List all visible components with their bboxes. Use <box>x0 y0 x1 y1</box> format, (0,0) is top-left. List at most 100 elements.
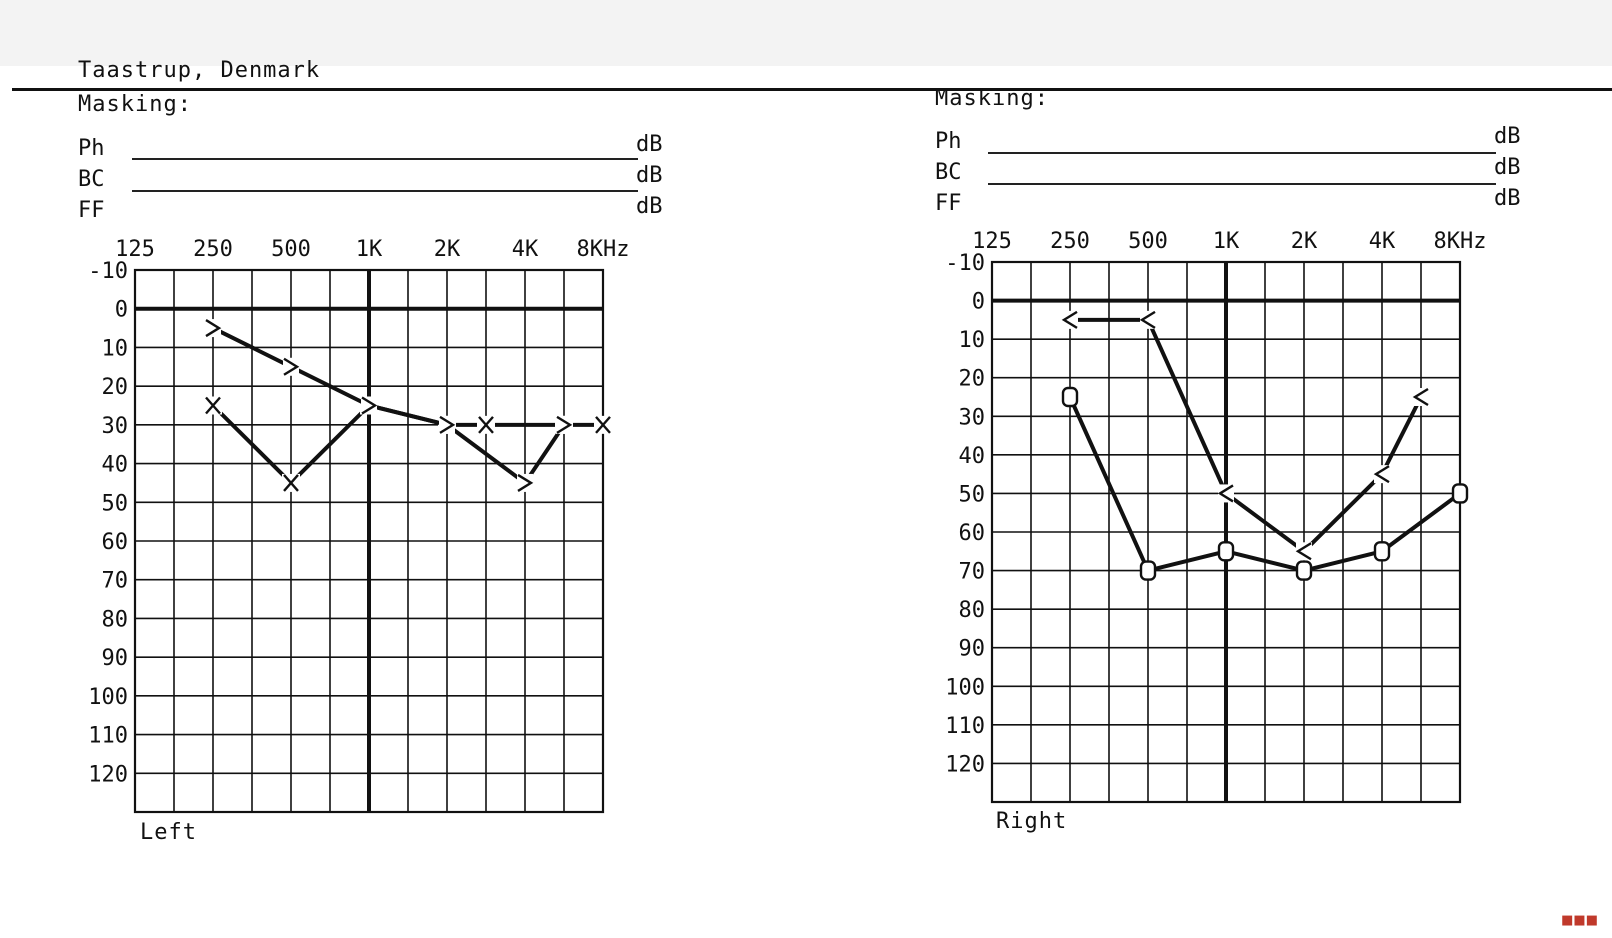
x-tick-label-left: 500 <box>271 237 311 262</box>
x-tick-label-left: 4K <box>512 237 539 262</box>
marker-gt-left <box>361 396 378 415</box>
y-tick-label-right: -10 <box>945 251 985 276</box>
x-tick-label-right: 125 <box>972 229 1012 254</box>
marker-gt-left <box>439 415 456 434</box>
masking-ff-label-right: FF <box>935 191 962 216</box>
location-text: Taastrup, Denmark <box>78 58 321 83</box>
masking-ff-unit-right: dB <box>1494 186 1521 211</box>
series-line-left <box>212 326 566 485</box>
chart-frame-left <box>133 268 605 814</box>
masking-bc-unit-right: dB <box>1494 155 1521 180</box>
masking-ph-line-right <box>988 152 1496 154</box>
y-tick-label-left: 40 <box>102 453 129 478</box>
masking-ph-unit-right: dB <box>1494 124 1521 149</box>
masking-ff-unit-left: dB <box>636 194 663 219</box>
marker-gt-left <box>205 319 222 338</box>
marker-bg-right <box>1218 484 1234 503</box>
marker-o-right <box>1061 386 1079 408</box>
marker-bg-right <box>1062 310 1078 329</box>
series-line-right <box>1070 317 1423 554</box>
y-tick-label-right: 40 <box>959 444 986 469</box>
marker-x-left <box>283 474 299 492</box>
y-tick-label-left: -10 <box>88 259 128 284</box>
masking-bc-line-left <box>132 190 638 192</box>
series-line-right <box>1068 396 1462 573</box>
marker-o-right <box>1373 541 1391 562</box>
marker-o-right <box>1451 483 1469 504</box>
marker-bg-right <box>1374 465 1390 484</box>
y-tick-label-right: 110 <box>945 714 985 739</box>
masking-ph-line-left <box>132 158 638 160</box>
y-tick-label-right: 50 <box>959 482 986 507</box>
y-tick-label-left: 90 <box>102 646 129 671</box>
y-tick-label-left: 60 <box>102 530 129 555</box>
scan-top-band <box>0 0 1612 66</box>
marker-lt-right <box>1217 484 1234 503</box>
y-tick-label-right: 100 <box>945 675 985 700</box>
y-tick-label-right: 70 <box>959 560 986 585</box>
marker-bg-left <box>556 415 572 434</box>
marker-o-right <box>1139 560 1157 581</box>
y-tick-label-right: 20 <box>959 367 986 392</box>
masking-bc-label-left: BC <box>78 167 105 192</box>
y-tick-label-right: 60 <box>959 521 986 546</box>
masking-ph-unit-left: dB <box>636 132 663 157</box>
ear-label-left: Left <box>140 820 197 845</box>
marker-bg-right <box>1140 310 1156 329</box>
marker-x-left <box>478 416 494 434</box>
marker-o-right <box>1295 560 1313 581</box>
chart-frame-right <box>990 260 1462 804</box>
marker-bg-left <box>361 396 377 415</box>
masking-bc-unit-left: dB <box>636 163 663 188</box>
header-rule <box>12 88 1612 91</box>
marker-lt-right <box>1061 310 1078 329</box>
marker-x-left <box>595 416 611 434</box>
masking-title-left: Masking: <box>78 92 192 117</box>
ear-label-right: Right <box>996 809 1068 834</box>
masking-ff-label-left: FF <box>78 198 105 223</box>
x-tick-label-left: 1K <box>356 237 383 262</box>
x-tick-label-right: 250 <box>1050 229 1090 254</box>
marker-lt-right <box>1139 310 1156 329</box>
y-tick-label-left: 30 <box>102 414 129 439</box>
x-tick-label-left: 8KHz <box>577 237 630 262</box>
x-tick-label-right: 4K <box>1369 229 1396 254</box>
marker-x-left <box>205 396 221 415</box>
marker-gt-left <box>283 357 300 376</box>
y-tick-label-left: 70 <box>102 569 129 594</box>
y-tick-label-right: 30 <box>959 405 986 430</box>
marker-bg-left <box>205 319 221 338</box>
marker-bg-left <box>517 473 533 492</box>
x-tick-label-left: 250 <box>193 237 233 262</box>
marker-bg-right <box>1413 388 1429 406</box>
x-tick-label-right: 8KHz <box>1434 229 1487 254</box>
x-tick-label-right: 1K <box>1213 229 1240 254</box>
x-tick-label-right: 500 <box>1128 229 1168 254</box>
x-tick-label-right: 2K <box>1291 229 1318 254</box>
marker-gt-left <box>517 473 534 492</box>
marker-bg-left <box>283 357 299 376</box>
masking-bc-label-right: BC <box>935 160 962 185</box>
y-tick-label-left: 50 <box>102 491 129 516</box>
y-tick-label-left: 0 <box>115 298 128 323</box>
y-tick-label-left: 100 <box>88 685 128 710</box>
marker-o-right <box>1217 541 1235 562</box>
y-tick-label-right: 120 <box>945 752 985 777</box>
x-tick-label-left: 2K <box>434 237 461 262</box>
marker-lt-right <box>1373 465 1390 484</box>
masking-title-right: Masking: <box>935 86 1049 111</box>
y-tick-label-left: 10 <box>102 336 129 361</box>
marker-gt-left <box>556 415 573 434</box>
y-tick-label-right: 90 <box>959 637 986 662</box>
marker-bg-left <box>439 415 455 434</box>
x-tick-label-left: 125 <box>115 237 155 262</box>
y-tick-label-left: 120 <box>88 762 128 787</box>
y-tick-label-right: 0 <box>972 290 985 315</box>
masking-ph-label-right: Ph <box>935 129 962 154</box>
masking-bc-line-right <box>988 183 1496 185</box>
masking-ph-label-left: Ph <box>78 136 105 161</box>
y-tick-label-left: 110 <box>88 724 128 749</box>
marker-lt-right <box>1295 542 1312 561</box>
marker-bg-right <box>1296 542 1312 561</box>
